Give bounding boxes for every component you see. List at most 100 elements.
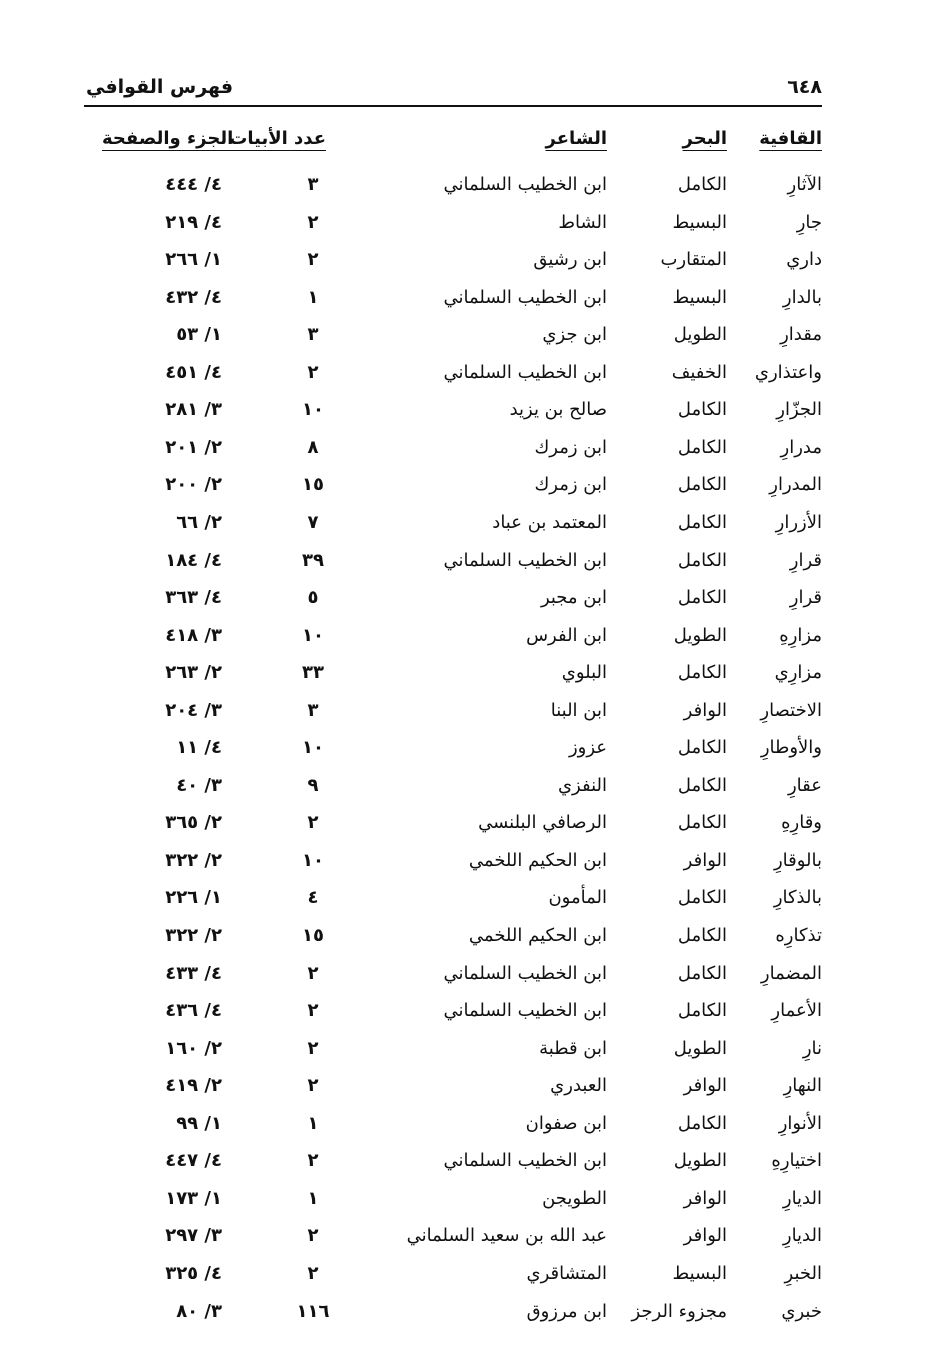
rhyme-cell: النهارِ (783, 1075, 822, 1097)
rhyme-cell: الديارِ (782, 1187, 822, 1209)
rhyme-cell: اختيارِهِ (771, 1150, 822, 1172)
rhyme-cell: والأوطارِ (760, 737, 822, 759)
meter-cell: الوافر (683, 1187, 727, 1209)
ref-cell: ٤١٩ /٢ (165, 1075, 222, 1097)
meter-cell: البسيط (672, 1262, 728, 1284)
meter-cell: الكامل (677, 474, 727, 496)
verses-cell: ١١٦ (296, 1300, 330, 1322)
meter-cell: مجزوء الرجز (631, 1300, 727, 1322)
poet-cell: الرصافي البلنسي (478, 812, 607, 834)
table-row: الآثارِ الكامل ابن الخطيب السلماني ٣ ٤٤٤ /٤ (0, 174, 926, 208)
meter-cell: الكامل (677, 549, 727, 571)
table-row: المضمارِ الكامل ابن الخطيب السلماني ٢ ٤٣٣ /٤ (0, 963, 926, 997)
rhyme-cell: المضمارِ (760, 962, 822, 984)
table-row: الديارِ الوافر الطويجن ١ ١٧٣ /١ (0, 1188, 926, 1222)
poet-cell: ابن الخطيب السلماني (443, 549, 607, 571)
table-row: اختيارِهِ الطويل ابن الخطيب السلماني ٢ ٤٤٧ /… (0, 1150, 926, 1184)
ref-cell: ٢١٩ /٤ (165, 211, 222, 233)
meter-cell: الكامل (677, 587, 727, 609)
rhyme-cell: بالذكارِ (773, 887, 822, 909)
ref-cell: ٢٢٦ /١ (165, 887, 222, 909)
rhyme-cell: جارِ (796, 211, 822, 233)
meter-cell: الكامل (677, 737, 727, 759)
verses-cell: ١٠ (302, 737, 324, 759)
verses-cell: ١ (307, 1187, 319, 1209)
poet-cell: عبد الله بن سعيد السلماني (406, 1225, 607, 1247)
meter-cell: الكامل (677, 1000, 727, 1022)
ref-cell: ٢٦٦ /١ (165, 249, 222, 271)
table-row: الجزّارِ الكامل صالح بن يزيد ١٠ ٢٨١ /٣ (0, 399, 926, 433)
verses-cell: ٢ (307, 1225, 319, 1247)
meter-cell: الكامل (677, 1112, 727, 1134)
table-row: مزارِهِ الطويل ابن الفرس ١٠ ٤١٨ /٣ (0, 625, 926, 659)
col-meter: البحر (682, 128, 727, 149)
table-row: تذكارِه الكامل ابن الحكيم اللخمي ١٥ ٣٢٢ /٢ (0, 925, 926, 959)
poet-cell: ابن الخطيب السلماني (443, 174, 607, 195)
table-row: واعتذاري الخفيف ابن الخطيب السلماني ٢ ٤٥١ /٤ (0, 362, 926, 396)
ref-cell: ٤٥١ /٤ (165, 361, 222, 383)
table-row: النهارِ الوافر العبدري ٢ ٤١٩ /٢ (0, 1075, 926, 1109)
header-rule (84, 105, 822, 107)
meter-cell: الطويل (673, 1150, 727, 1172)
poet-cell: ابن جزي (542, 324, 607, 346)
meter-cell: البسيط (672, 211, 728, 233)
ref-cell: ٢٠٠ /٢ (165, 474, 222, 496)
verses-cell: ٢ (307, 361, 319, 383)
verses-cell: ٢ (307, 1262, 319, 1284)
table-row: خبري مجزوء الرجز ابن مرزوق ١١٦ ٨٠ /٣ (0, 1301, 926, 1335)
table-row: عقارِ الكامل النفزي ٩ ٤٠ /٣ (0, 775, 926, 809)
rhyme-cell: الآثارِ (787, 174, 822, 195)
poet-cell: ابن مرزوق (526, 1300, 607, 1322)
verses-cell: ١٠ (302, 624, 324, 646)
poet-cell: ابن الخطيب السلماني (443, 962, 607, 984)
poet-cell: ابن رشيق (533, 249, 607, 271)
table-row: الديارِ الوافر عبد الله بن سعيد السلماني ٢ ٢… (0, 1225, 926, 1259)
ref-cell: ٣٦٥ /٢ (165, 812, 222, 834)
meter-cell: الوافر (683, 1225, 727, 1247)
verses-cell: ٣ (307, 699, 319, 721)
table-row: قرارِ الكامل ابن الخطيب السلماني ٣٩ ١٨٤ /٤ (0, 550, 926, 584)
poet-cell: ابن صفوان (525, 1112, 607, 1134)
rhyme-cell: داري (786, 249, 822, 271)
meter-cell: الوافر (683, 1075, 727, 1097)
poet-cell: ابن الخطيب السلماني (443, 361, 607, 383)
verses-cell: ٣ (307, 174, 319, 195)
rhyme-cell: المدرارِ (769, 474, 822, 496)
verses-cell: ٧ (307, 511, 319, 533)
meter-cell: الخفيف (671, 361, 727, 383)
ref-cell: ٢٩٧ /٣ (165, 1225, 222, 1247)
ref-cell: ٣٢٥ /٤ (165, 1262, 222, 1284)
poet-cell: المتشاقري (526, 1262, 608, 1284)
verses-cell: ٢ (307, 211, 319, 233)
poet-cell: العبدري (550, 1075, 607, 1097)
rhyme-cell: مزارِي (774, 662, 822, 684)
running-title: فهرس القوافي (86, 76, 234, 98)
table-row: بالذكارِ الكامل المأمون ٤ ٢٢٦ /١ (0, 887, 926, 921)
rhyme-cell: عقارِ (787, 774, 822, 796)
rhyme-cell: قرارِ (789, 549, 822, 571)
poet-cell: عزوز (568, 737, 607, 759)
verses-cell: ٩ (307, 774, 319, 796)
rhyme-cell: نارِ (802, 1037, 822, 1059)
verses-cell: ٢ (307, 1037, 319, 1059)
ref-cell: ١٨٤ /٤ (165, 549, 222, 571)
ref-cell: ٣٢٢ /٢ (165, 925, 222, 946)
verses-cell: ٣٩ (302, 549, 324, 571)
table-row: والأوطارِ الكامل عزوز ١٠ ١١ /٤ (0, 737, 926, 771)
ref-cell: ٤٤٧ /٤ (165, 1150, 222, 1172)
ref-cell: ٢٨١ /٣ (165, 399, 222, 421)
verses-cell: ١٠ (302, 399, 324, 421)
column-headers: القافية البحر الشاعر عدد الأبيات الجزء و… (0, 128, 926, 162)
rhyme-cell: بالدارِ (782, 286, 822, 308)
rhyme-cell: وقارِهِ (781, 812, 822, 834)
meter-cell: الوافر (683, 699, 727, 721)
rhyme-cell: مقدارِ (780, 324, 822, 346)
ref-cell: ٤٤٤ /٤ (165, 174, 222, 195)
poet-cell: الشاط (558, 211, 607, 233)
meter-cell: الكامل (677, 662, 727, 684)
meter-cell: الكامل (677, 436, 727, 458)
verses-cell: ١٥ (302, 474, 324, 496)
poet-cell: المأمون (548, 887, 607, 909)
verses-cell: ١ (307, 1112, 319, 1134)
ref-cell: ٤٣٦ /٤ (165, 1000, 222, 1022)
